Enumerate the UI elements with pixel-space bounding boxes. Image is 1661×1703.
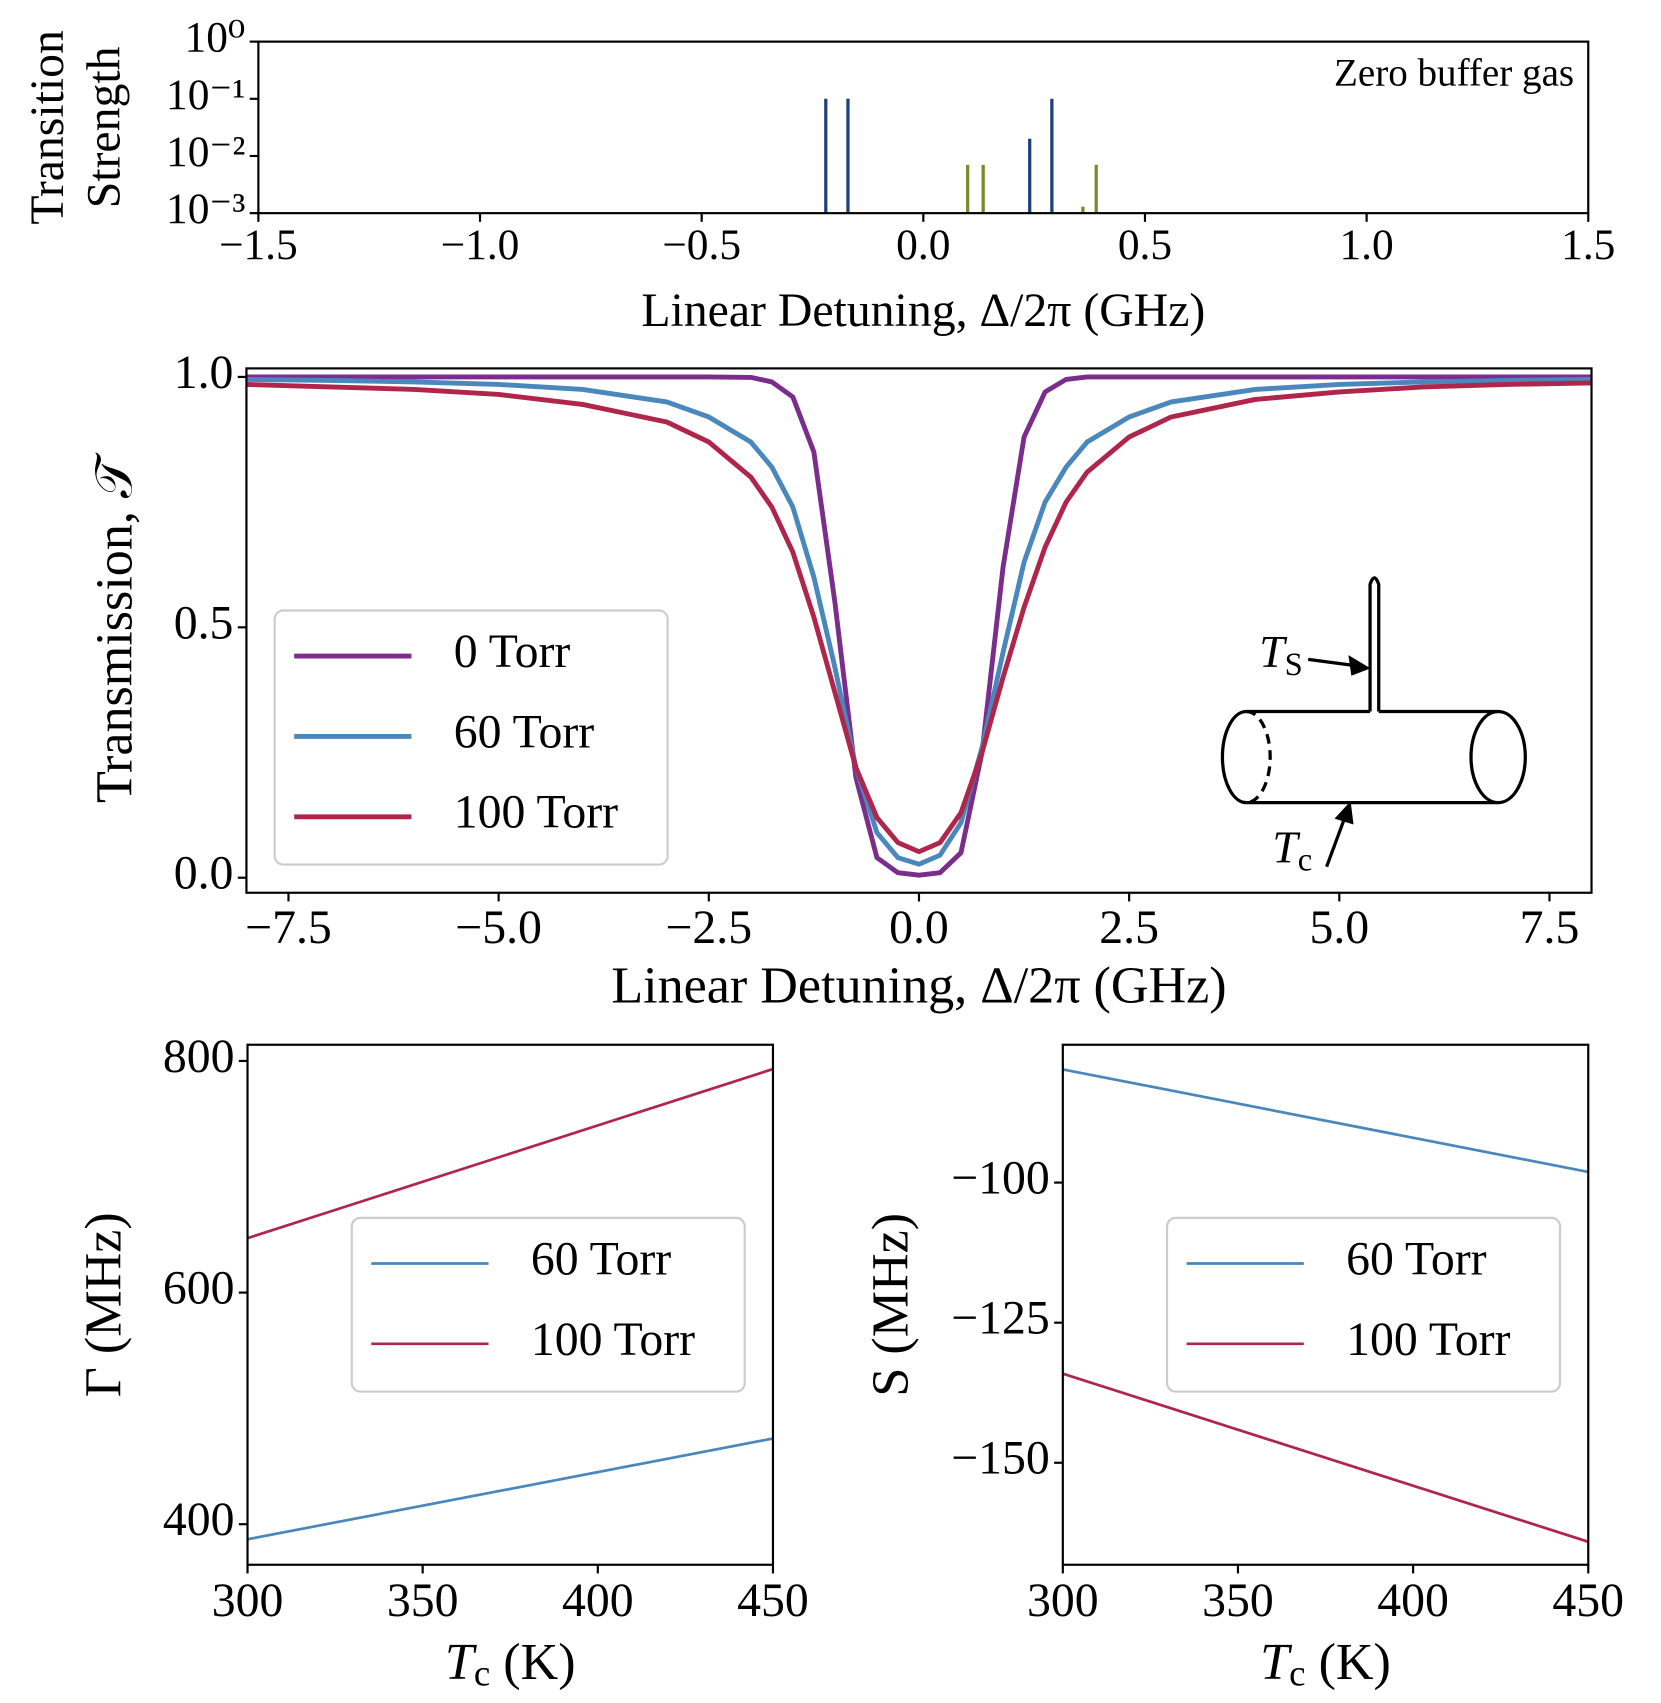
x-axis-label-part: (K) [490,1634,575,1691]
arrow [1325,816,1347,868]
x-tick-label: 0.0 [896,221,950,269]
cell-end [1220,709,1247,805]
inset-label-sub: S [1285,647,1303,683]
axes-frame [246,1043,775,1566]
y-axis-label: Strength [78,46,131,208]
y-axis-label: Transmission, 𝒯 [86,452,143,803]
y-tick-label: 10⁻¹ [166,71,245,119]
inset-label: Tc [1272,822,1312,879]
y-tick-label: 0.5 [174,596,234,649]
x-tick-label: 0.5 [1118,221,1172,269]
x-tick-label: 2.5 [1099,901,1159,954]
x-axis-label-part: T [445,1634,478,1691]
x-axis-label-part: (K) [1306,1634,1391,1691]
x-tick-label: 5.0 [1309,901,1369,954]
legend-box [1165,1216,1562,1393]
cell-inset [1220,576,1527,868]
cell-end-hidden [1246,709,1272,805]
line-series [246,376,1592,867]
x-tick-label: 450 [1552,1574,1624,1627]
line-series [247,1067,773,1240]
legend-label: 60 Torr [531,1232,671,1285]
x-axis-label: Tc (K) [1260,1634,1391,1694]
x-tick-label: −0.5 [662,221,741,269]
line-series [247,1437,773,1541]
arrow-head [1334,801,1354,825]
legend-label: 0 Torr [454,625,571,678]
y-tick-label: 10⁻³ [166,185,245,233]
y-tick-label: −150 [951,1432,1050,1485]
cell-end [1469,709,1527,805]
x-axis-label: Linear Detuning, Δ/2π (GHz) [641,284,1205,337]
x-axis-label-part: T [1260,1634,1293,1691]
y-tick-label: 1.0 [174,346,234,399]
x-tick-label: −1.5 [219,221,298,269]
line-series [246,374,1592,878]
y-tick-label: 0.0 [174,847,234,900]
legend-box [350,1216,746,1393]
x-tick-label: 400 [1377,1574,1449,1627]
arrow-head [1348,655,1371,676]
y-tick-label: 800 [163,1030,235,1083]
x-tick-label: −2.5 [665,901,752,954]
arrow [1307,657,1358,668]
y-axis-label: S (MHz) [863,1213,920,1397]
legend-label: 60 Torr [1346,1232,1486,1285]
line-series [1062,1372,1589,1544]
y-axis-label: Γ (MHz) [76,1212,133,1397]
axes-frame [257,40,1590,215]
x-tick-label: 1.0 [1339,221,1393,269]
inset-label: TS [1259,627,1302,684]
line-series [1062,1068,1589,1174]
y-tick-label: 10⁰ [185,14,246,62]
x-axis-label-part: c [1289,1653,1305,1694]
legend-label: 100 Torr [454,786,618,839]
axes-frame [1061,1043,1590,1566]
x-tick-label: 450 [737,1574,809,1627]
x-tick-label: −5.0 [455,901,542,954]
x-tick-label: 0.0 [889,901,949,954]
x-tick-label: 300 [1027,1574,1099,1627]
y-tick-label: 10⁻² [166,128,245,176]
x-tick-label: 350 [1202,1574,1274,1627]
inset-label-sub: c [1298,843,1312,879]
y-axis-label: Transition [21,30,74,225]
x-tick-label: 7.5 [1520,901,1580,954]
legend-label: 100 Torr [531,1313,695,1366]
cell-stem [1368,576,1381,712]
x-tick-label: 400 [562,1574,634,1627]
legend-label: 100 Torr [1346,1313,1510,1366]
annotation: Zero buffer gas [1334,51,1574,94]
inset-label-main: T [1259,627,1288,678]
x-tick-label: −1.0 [441,221,520,269]
line-series [246,380,1592,855]
x-tick-label: 350 [387,1574,459,1627]
y-tick-label: −100 [951,1152,1050,1205]
legend-box [273,609,669,866]
x-tick-label: 1.5 [1561,221,1615,269]
x-tick-label: −7.5 [245,901,332,954]
x-axis-label-part: c [474,1653,490,1694]
x-tick-label: 300 [212,1574,284,1627]
x-axis-label: Tc (K) [445,1634,576,1694]
y-tick-label: 400 [163,1493,235,1546]
y-tick-label: −125 [951,1292,1050,1345]
y-tick-label: 600 [163,1262,235,1315]
x-axis-label: Linear Detuning, Δ/2π (GHz) [611,957,1226,1014]
inset-label-main: T [1272,822,1301,873]
legend-label: 60 Torr [454,705,594,758]
axes-frame [245,367,1593,894]
